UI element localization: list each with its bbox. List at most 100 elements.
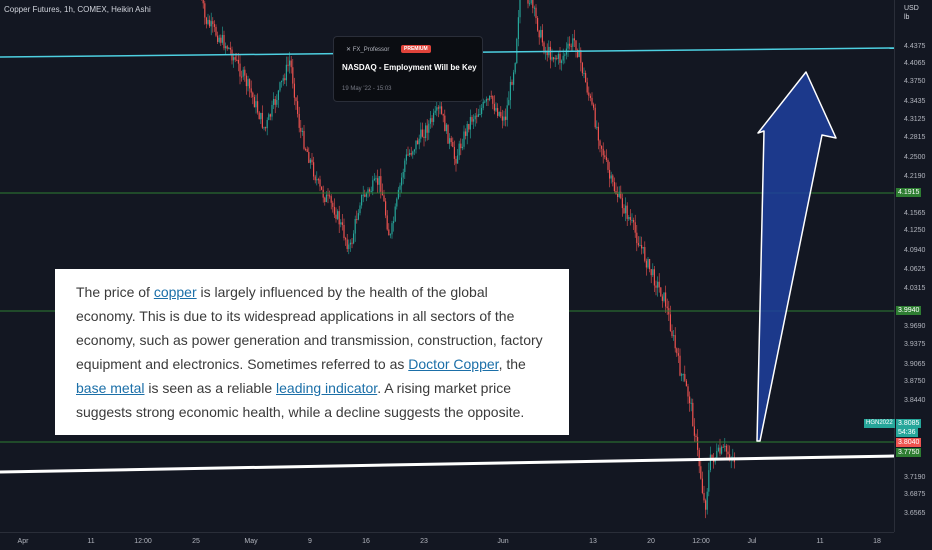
candle-body <box>233 57 235 61</box>
candle-body <box>207 19 209 24</box>
candle-body <box>572 38 574 47</box>
support-line[interactable] <box>0 454 895 474</box>
price-tick: 4.2190 <box>904 173 926 180</box>
candle-body <box>649 258 651 270</box>
candle-body <box>709 454 711 471</box>
candle-body <box>265 127 267 129</box>
time-tick: 23 <box>420 538 428 545</box>
news-title[interactable]: NASDAQ - Employment Will be Key <box>342 63 477 72</box>
candle-body <box>407 154 409 156</box>
article-link[interactable]: leading indicator <box>276 380 378 396</box>
candle-body <box>693 426 695 436</box>
candle-body <box>271 104 273 117</box>
candle-body <box>500 112 502 117</box>
candle-body <box>460 143 462 149</box>
candle-body <box>297 101 299 114</box>
candle-body <box>577 50 579 58</box>
time-tick: 16 <box>362 538 370 545</box>
news-author-row: ✕ FX_Professor <box>346 46 389 53</box>
candle-body <box>242 69 244 77</box>
price-tag-level-2: 3.9940 <box>896 306 922 315</box>
candle-body <box>623 208 625 214</box>
candle-body <box>263 127 265 129</box>
candle-body <box>321 186 323 190</box>
time-axis[interactable] <box>0 532 894 550</box>
time-tick: Jul <box>747 538 757 545</box>
article-link[interactable]: Doctor Copper <box>408 356 499 372</box>
last-price-tag: 3.8085 <box>896 419 922 428</box>
article-link[interactable]: copper <box>153 284 197 300</box>
candle-body <box>631 219 633 221</box>
candle-body <box>389 234 391 236</box>
candle-body <box>517 17 519 39</box>
up-arrow-drawing[interactable] <box>756 71 837 442</box>
price-tick: 3.8440 <box>904 397 926 404</box>
candle-body <box>357 213 359 220</box>
candle-body <box>405 154 407 161</box>
candle-body <box>684 374 686 381</box>
candle-body <box>573 38 575 41</box>
candle-body <box>401 177 403 186</box>
candle-body <box>361 194 363 206</box>
candle-body <box>586 82 588 93</box>
candle-body <box>447 124 449 144</box>
candle-body <box>722 446 724 448</box>
time-tick: 18 <box>873 538 881 545</box>
candle-body <box>543 42 545 53</box>
candle-body <box>316 179 318 181</box>
candle-body <box>629 217 631 220</box>
candle-body <box>477 114 479 117</box>
price-tick: 4.1565 <box>904 210 926 217</box>
candle-body <box>229 47 231 50</box>
candle-body <box>212 21 214 25</box>
article-link[interactable]: base metal <box>76 380 145 396</box>
candle-body <box>687 386 689 397</box>
candle-body <box>362 194 364 196</box>
candle-body <box>509 81 511 101</box>
candle-body <box>426 125 428 133</box>
candle-body <box>671 331 673 337</box>
candle-body <box>409 153 411 155</box>
candle-body <box>268 114 270 121</box>
candle-body <box>461 146 463 149</box>
candle-body <box>538 30 540 38</box>
candle-body <box>481 107 483 115</box>
candle-body <box>589 95 591 98</box>
candle-body <box>505 116 507 120</box>
candle-body <box>581 62 583 74</box>
symbol-title[interactable]: Copper Futures, 1h, COMEX, Heikin Ashi <box>4 5 151 14</box>
candle-body <box>269 114 271 117</box>
candle-body <box>412 151 414 155</box>
price-tag-level-1: 4.1915 <box>896 188 922 197</box>
candle-body <box>354 218 356 234</box>
candle-body <box>634 222 636 233</box>
candle-body <box>705 500 707 510</box>
candle-body <box>428 123 430 133</box>
candle-body <box>660 287 662 297</box>
news-card[interactable]: ✕ FX_Professor PREMIUM NASDAQ - Employme… <box>333 36 483 102</box>
candle-body <box>393 221 395 224</box>
candle-body <box>218 37 220 42</box>
candle-body <box>253 97 255 108</box>
candle-body <box>429 118 431 124</box>
candle-body <box>567 43 569 49</box>
candle-body <box>490 95 492 97</box>
candle-body <box>373 178 375 181</box>
candle-body <box>301 130 303 132</box>
candle-body <box>425 125 427 139</box>
candle-body <box>485 98 487 102</box>
symbol-tag: HGN2022 <box>864 419 895 428</box>
candle-body <box>292 67 294 84</box>
candle-body <box>725 445 727 452</box>
candle-body <box>717 447 719 451</box>
price-tick: 4.3750 <box>904 78 926 85</box>
candle-body <box>593 104 595 108</box>
candle-body <box>685 380 687 387</box>
candle-body <box>266 120 268 129</box>
price-tick: 4.0315 <box>904 285 926 292</box>
candle-body <box>413 149 415 152</box>
candle-body <box>257 101 259 113</box>
price-tick: 4.4065 <box>904 60 926 67</box>
candle-body <box>258 112 260 120</box>
candle-body <box>498 112 500 116</box>
